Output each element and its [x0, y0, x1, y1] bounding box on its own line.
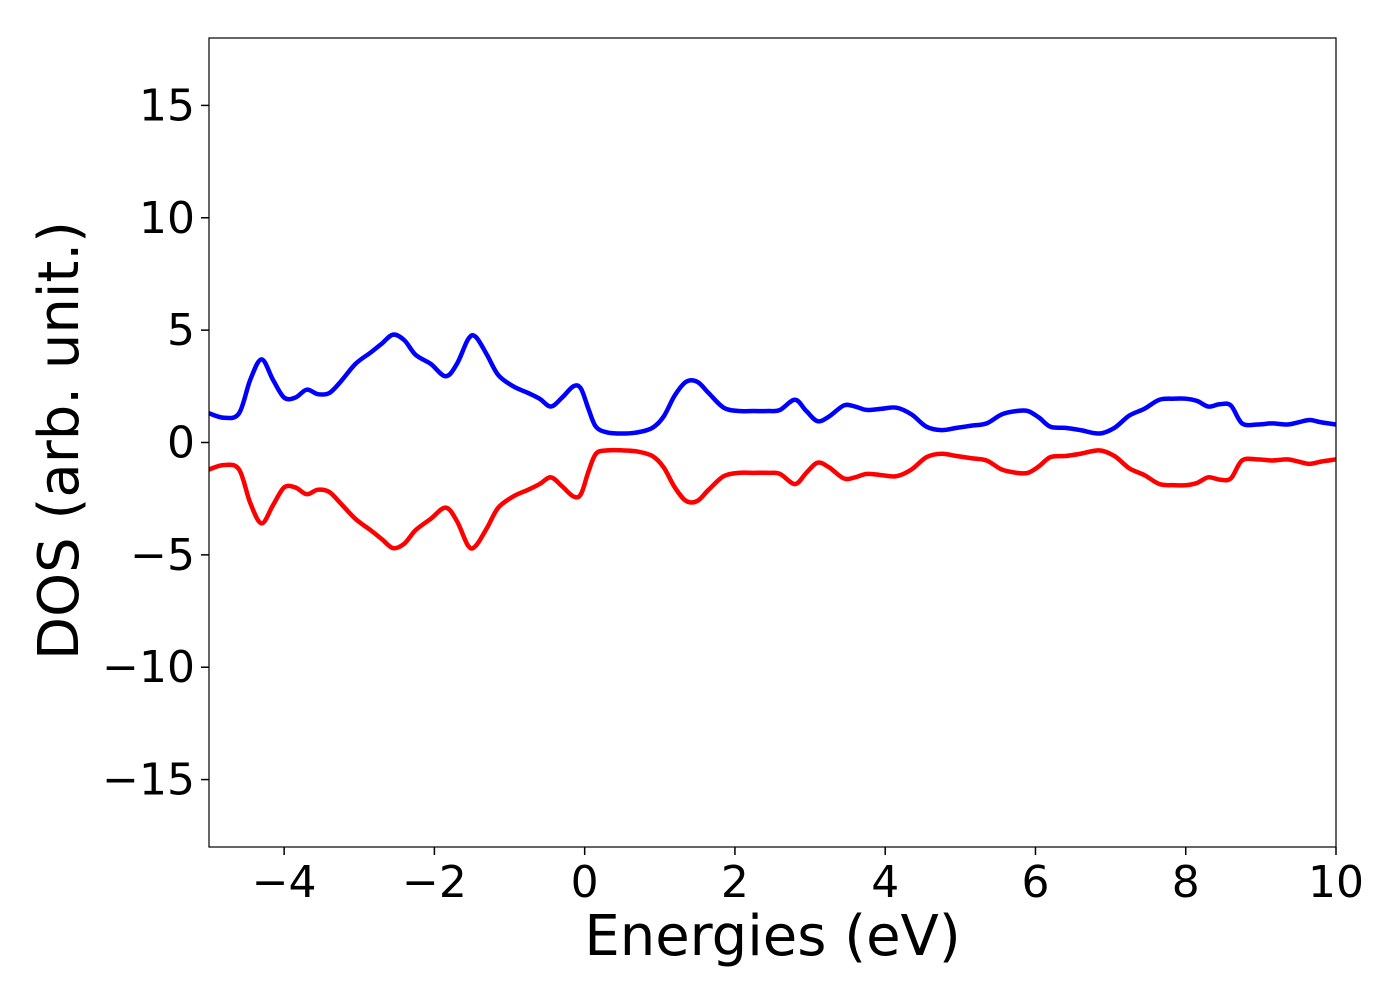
x-tick-label: −2 — [402, 857, 467, 908]
y-tick-label: 15 — [139, 80, 195, 131]
plot-frame — [208, 37, 1337, 848]
x-tick-label: 8 — [1172, 857, 1200, 908]
x-axis: −4 −2 0 2 4 6 8 10 — [252, 847, 1364, 908]
x-tick-label: 10 — [1308, 857, 1364, 908]
y-axis: 15 10 5 0 −5 −10 −15 — [102, 80, 209, 806]
x-tick-label: 0 — [571, 857, 599, 908]
x-tick-label: 2 — [721, 857, 749, 908]
x-tick-label: 4 — [871, 857, 899, 908]
y-tick-label: −10 — [102, 642, 195, 693]
x-tick-label: −4 — [252, 857, 317, 908]
y-tick-label: 10 — [139, 193, 195, 244]
series-layer — [209, 332, 1336, 551]
spin-down-dos-line — [209, 447, 1336, 551]
y-tick-label: −15 — [102, 755, 195, 806]
spin-up-dos-line — [209, 332, 1336, 436]
y-tick-label: 0 — [167, 418, 195, 469]
x-axis-label: Energies (eV) — [584, 904, 960, 969]
x-tick-label: 6 — [1021, 857, 1049, 908]
y-tick-label: −5 — [130, 530, 195, 581]
y-axis-label: DOS (arb. unit.) — [27, 221, 92, 660]
y-tick-label: 5 — [167, 305, 195, 356]
